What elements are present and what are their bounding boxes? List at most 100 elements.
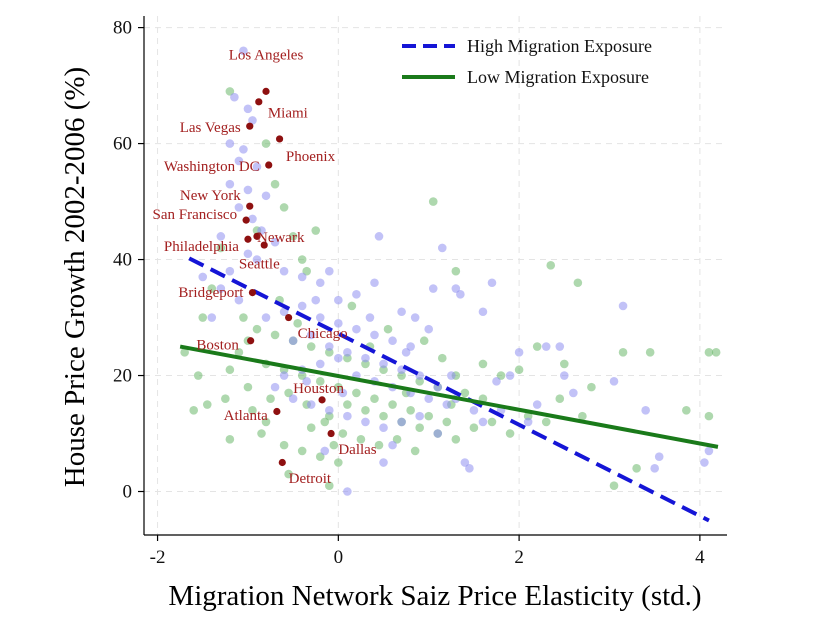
low-exposure-point	[225, 87, 235, 96]
low-exposure-point	[415, 423, 424, 433]
low-exposure-point	[573, 278, 583, 288]
high-exposure-point	[239, 46, 248, 56]
low-exposure-point	[487, 417, 497, 427]
high-exposure-point	[230, 92, 239, 102]
y-axis-title: House Price Growth 2002-2006 (%)	[59, 67, 91, 487]
y-tick-label: 40	[113, 250, 132, 271]
low-exposure-point	[329, 440, 339, 450]
high-exposure-point	[650, 464, 659, 473]
y-tick-label: 80	[113, 18, 132, 39]
high-exposure-point	[654, 452, 664, 462]
legend-label-low: Low Migration Exposure	[467, 67, 649, 87]
x-tick-label: -2	[150, 547, 166, 568]
low-exposure-point	[374, 440, 384, 450]
high-exposure-point	[415, 411, 424, 421]
high-exposure-fit-line	[188, 256, 710, 523]
high-exposure-point	[478, 417, 488, 427]
high-exposure-point	[424, 394, 434, 404]
low-exposure-point	[180, 348, 189, 357]
low-exposure-point	[469, 423, 479, 433]
high-exposure-point	[361, 353, 370, 363]
low-exposure-point	[406, 406, 415, 415]
high-exposure-point	[397, 307, 406, 317]
high-exposure-point	[433, 429, 443, 438]
high-exposure-point	[478, 307, 488, 317]
city-label: Dallas	[338, 442, 376, 458]
low-exposure-point	[252, 324, 262, 334]
low-exposure-point	[711, 348, 721, 357]
low-exposure-point	[379, 411, 388, 421]
high-exposure-point	[532, 400, 542, 409]
high-exposure-point	[320, 446, 330, 456]
city-point	[273, 407, 281, 416]
city-point	[260, 241, 268, 249]
high-exposure-point	[433, 382, 443, 392]
high-exposure-point	[460, 458, 470, 467]
high-exposure-point	[641, 406, 650, 415]
high-exposure-point	[388, 336, 397, 346]
city-label: Miami	[268, 105, 308, 121]
high-exposure-point	[198, 272, 208, 282]
high-exposure-point	[261, 313, 271, 322]
city-label: Newark	[257, 230, 305, 246]
low-exposure-point	[424, 411, 434, 421]
high-exposure-point	[379, 359, 388, 369]
low-exposure-point	[338, 429, 348, 438]
high-exposure-point	[315, 359, 325, 369]
low-exposure-point	[460, 388, 470, 398]
low-exposure-point	[284, 388, 293, 398]
high-exposure-point	[361, 417, 370, 427]
high-exposure-point	[334, 295, 343, 305]
city-point	[247, 337, 255, 345]
y-tick-label: 20	[113, 366, 132, 387]
low-exposure-fit-line	[179, 344, 719, 449]
low-exposure-point	[704, 348, 714, 357]
high-exposure-point	[487, 278, 497, 288]
city-point	[327, 429, 335, 438]
low-exposure-point	[315, 377, 325, 386]
low-exposure-point	[546, 261, 556, 270]
city-point	[285, 313, 293, 322]
high-exposure-point	[306, 330, 316, 340]
high-exposure-point	[279, 371, 289, 380]
low-exposure-point	[261, 417, 271, 427]
city-label: Las Vegas	[180, 120, 241, 136]
city-label: Phoenix	[286, 149, 336, 165]
high-exposure-point	[270, 237, 280, 247]
low-exposure-point	[302, 266, 311, 276]
low-exposure-point	[248, 406, 257, 415]
low-exposure-point	[632, 464, 641, 473]
city-label: Atlanta	[224, 408, 268, 424]
low-exposure-point	[243, 382, 253, 392]
city-point	[278, 458, 286, 467]
high-exposure-point	[302, 377, 311, 386]
high-exposure-point	[343, 411, 352, 421]
high-exposure-point	[505, 371, 515, 380]
high-exposure-point	[352, 290, 361, 299]
low-exposure-point	[343, 400, 352, 409]
high-exposure-point	[447, 371, 456, 380]
high-exposure-point	[379, 423, 388, 433]
low-exposure-point	[279, 203, 289, 212]
city-point	[244, 235, 252, 243]
city-point	[318, 396, 326, 404]
low-exposure-point	[198, 313, 208, 322]
low-exposure-point	[704, 411, 714, 421]
low-exposure-point	[352, 388, 361, 398]
high-exposure-point	[401, 348, 411, 357]
high-exposure-point	[324, 406, 334, 415]
low-exposure-point	[478, 359, 488, 369]
low-exposure-points	[180, 87, 721, 491]
low-exposure-point	[419, 336, 429, 346]
high-exposure-point	[406, 342, 415, 351]
low-exposure-point	[392, 435, 402, 444]
low-exposure-point	[270, 179, 280, 189]
y-tick-label: 0	[123, 482, 133, 503]
low-exposure-point	[428, 197, 438, 206]
low-exposure-point	[361, 406, 370, 415]
city-point	[248, 289, 257, 297]
low-exposure-point	[293, 319, 302, 328]
high-exposure-point	[370, 278, 379, 288]
high-exposure-point	[424, 324, 434, 334]
